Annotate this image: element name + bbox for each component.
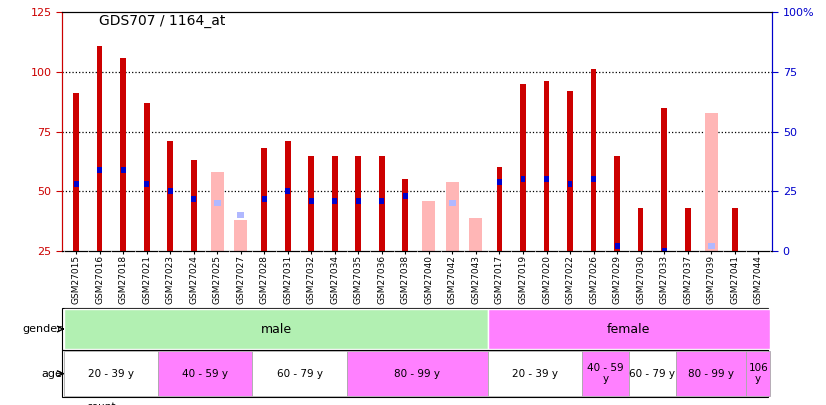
Bar xyxy=(144,103,150,251)
Bar xyxy=(285,141,291,251)
Bar xyxy=(211,172,224,251)
Bar xyxy=(638,255,643,261)
Bar xyxy=(261,148,267,251)
Bar xyxy=(708,243,714,249)
Bar xyxy=(97,46,102,251)
Text: 80 - 99 y: 80 - 99 y xyxy=(394,369,440,379)
Text: 20 - 39 y: 20 - 39 y xyxy=(512,369,558,379)
Bar xyxy=(615,156,620,251)
Bar xyxy=(638,208,643,251)
Bar xyxy=(446,182,459,251)
Bar xyxy=(520,84,526,251)
Bar xyxy=(347,351,487,396)
Bar xyxy=(544,177,549,182)
Bar xyxy=(121,167,126,173)
Text: age: age xyxy=(41,369,63,379)
Bar xyxy=(469,217,482,251)
Bar xyxy=(64,309,487,350)
Bar xyxy=(591,177,596,182)
Bar xyxy=(159,351,253,396)
Bar xyxy=(379,156,385,251)
Bar xyxy=(214,200,221,206)
Bar xyxy=(676,351,747,396)
Bar xyxy=(167,141,173,251)
Bar xyxy=(732,208,738,251)
Bar xyxy=(582,351,629,396)
Bar xyxy=(64,351,159,396)
Bar xyxy=(74,94,79,251)
Bar xyxy=(379,198,384,204)
Bar xyxy=(520,177,525,182)
Bar xyxy=(237,212,244,218)
Bar xyxy=(332,156,338,251)
Bar xyxy=(191,196,196,202)
Bar xyxy=(496,168,502,251)
Bar xyxy=(97,167,102,173)
Bar xyxy=(403,193,408,199)
Bar xyxy=(253,351,347,396)
Bar xyxy=(308,156,314,251)
Bar xyxy=(544,81,549,251)
Bar xyxy=(662,248,667,254)
Bar xyxy=(145,181,149,187)
Text: female: female xyxy=(607,322,651,336)
Bar xyxy=(121,58,126,251)
Text: gender: gender xyxy=(22,324,63,334)
Bar xyxy=(355,156,361,251)
Bar xyxy=(755,251,761,258)
Bar xyxy=(487,309,770,350)
Bar xyxy=(747,351,770,396)
Bar xyxy=(402,179,408,251)
Bar xyxy=(332,198,337,204)
Text: 60 - 79 y: 60 - 79 y xyxy=(629,369,676,379)
Bar xyxy=(567,91,573,251)
Text: 20 - 39 y: 20 - 39 y xyxy=(88,369,135,379)
Bar xyxy=(191,160,197,251)
Text: 60 - 79 y: 60 - 79 y xyxy=(277,369,322,379)
Text: count: count xyxy=(87,402,116,405)
Bar xyxy=(422,201,435,251)
Bar xyxy=(285,188,290,194)
Bar xyxy=(168,188,173,194)
Bar xyxy=(235,220,247,251)
Bar xyxy=(756,265,761,271)
Bar xyxy=(591,70,596,251)
Bar xyxy=(661,108,667,251)
Bar xyxy=(472,267,479,273)
Bar xyxy=(685,208,691,251)
Text: 40 - 59
y: 40 - 59 y xyxy=(587,363,624,384)
Bar xyxy=(309,198,314,204)
Bar xyxy=(487,351,582,396)
Bar xyxy=(567,181,572,187)
Text: 40 - 59 y: 40 - 59 y xyxy=(183,369,229,379)
Bar xyxy=(732,255,737,261)
Bar xyxy=(629,351,676,396)
Bar xyxy=(262,196,267,202)
Bar xyxy=(686,260,690,266)
Text: 106
y: 106 y xyxy=(748,363,768,384)
Bar xyxy=(356,198,361,204)
Text: male: male xyxy=(260,322,292,336)
Text: 80 - 99 y: 80 - 99 y xyxy=(688,369,734,379)
Bar xyxy=(615,243,620,249)
Text: GDS707 / 1164_at: GDS707 / 1164_at xyxy=(99,14,225,28)
Bar xyxy=(74,181,78,187)
Bar xyxy=(705,113,718,251)
Bar xyxy=(449,200,456,206)
Bar xyxy=(497,179,502,185)
